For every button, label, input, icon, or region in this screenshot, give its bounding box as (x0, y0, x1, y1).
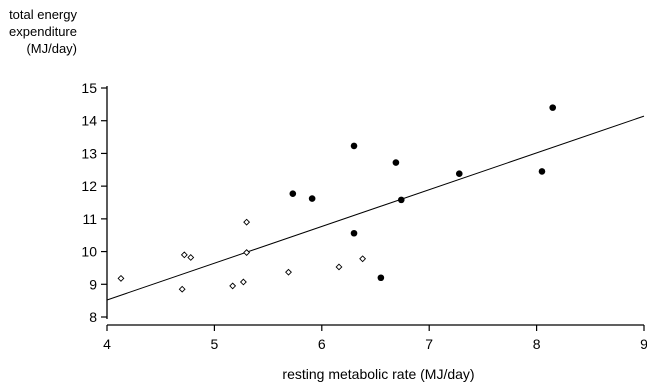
data-point-open-diamond (244, 250, 250, 256)
data-point-open-diamond (188, 255, 194, 261)
data-point-filled-circle (549, 104, 556, 111)
regression-line (107, 116, 644, 300)
y-ticks: 8 9 10 11 12 13 14 15 (81, 80, 107, 325)
data-point-filled-circle (309, 195, 316, 202)
data-point-filled-circle (456, 170, 463, 177)
data-point-open-diamond (118, 276, 124, 282)
y-tick-label: 9 (89, 276, 97, 292)
x-tick-label: 9 (640, 336, 647, 352)
data-point-filled-circle (378, 274, 385, 281)
data-point-filled-circle (351, 230, 358, 237)
x-tick-label: 4 (103, 336, 111, 352)
x-tick-label: 8 (533, 336, 541, 352)
x-ticks: 4 5 6 7 8 9 (103, 325, 647, 352)
y-tick-label: 10 (81, 244, 97, 260)
y-tick-label: 8 (89, 309, 97, 325)
y-tick-label: 13 (81, 145, 97, 161)
y-tick-label: 12 (81, 178, 97, 194)
data-point-filled-circle (290, 190, 297, 197)
data-point-open-diamond (244, 219, 250, 225)
data-point-open-diamond (241, 279, 247, 285)
data-point-open-diamond (179, 286, 185, 292)
x-tick-label: 6 (318, 336, 326, 352)
y-tick-label: 11 (82, 211, 97, 227)
data-point-filled-circle (398, 197, 405, 204)
x-tick-label: 7 (425, 336, 433, 352)
y-tick-label: 14 (81, 113, 97, 129)
data-point-filled-circle (393, 159, 400, 166)
y-tick-label: 15 (81, 80, 97, 96)
data-point-open-diamond (230, 283, 236, 289)
x-tick-label: 5 (211, 336, 219, 352)
data-point-open-diamond (360, 256, 366, 262)
data-point-open-diamond (336, 264, 342, 270)
data-point-filled-circle (351, 143, 358, 150)
x-axis-label: resting metabolic rate (MJ/day) (0, 366, 647, 382)
data-point-filled-circle (539, 168, 546, 175)
data-points (118, 104, 556, 292)
data-point-open-diamond (182, 252, 188, 258)
data-point-open-diamond (286, 269, 292, 275)
